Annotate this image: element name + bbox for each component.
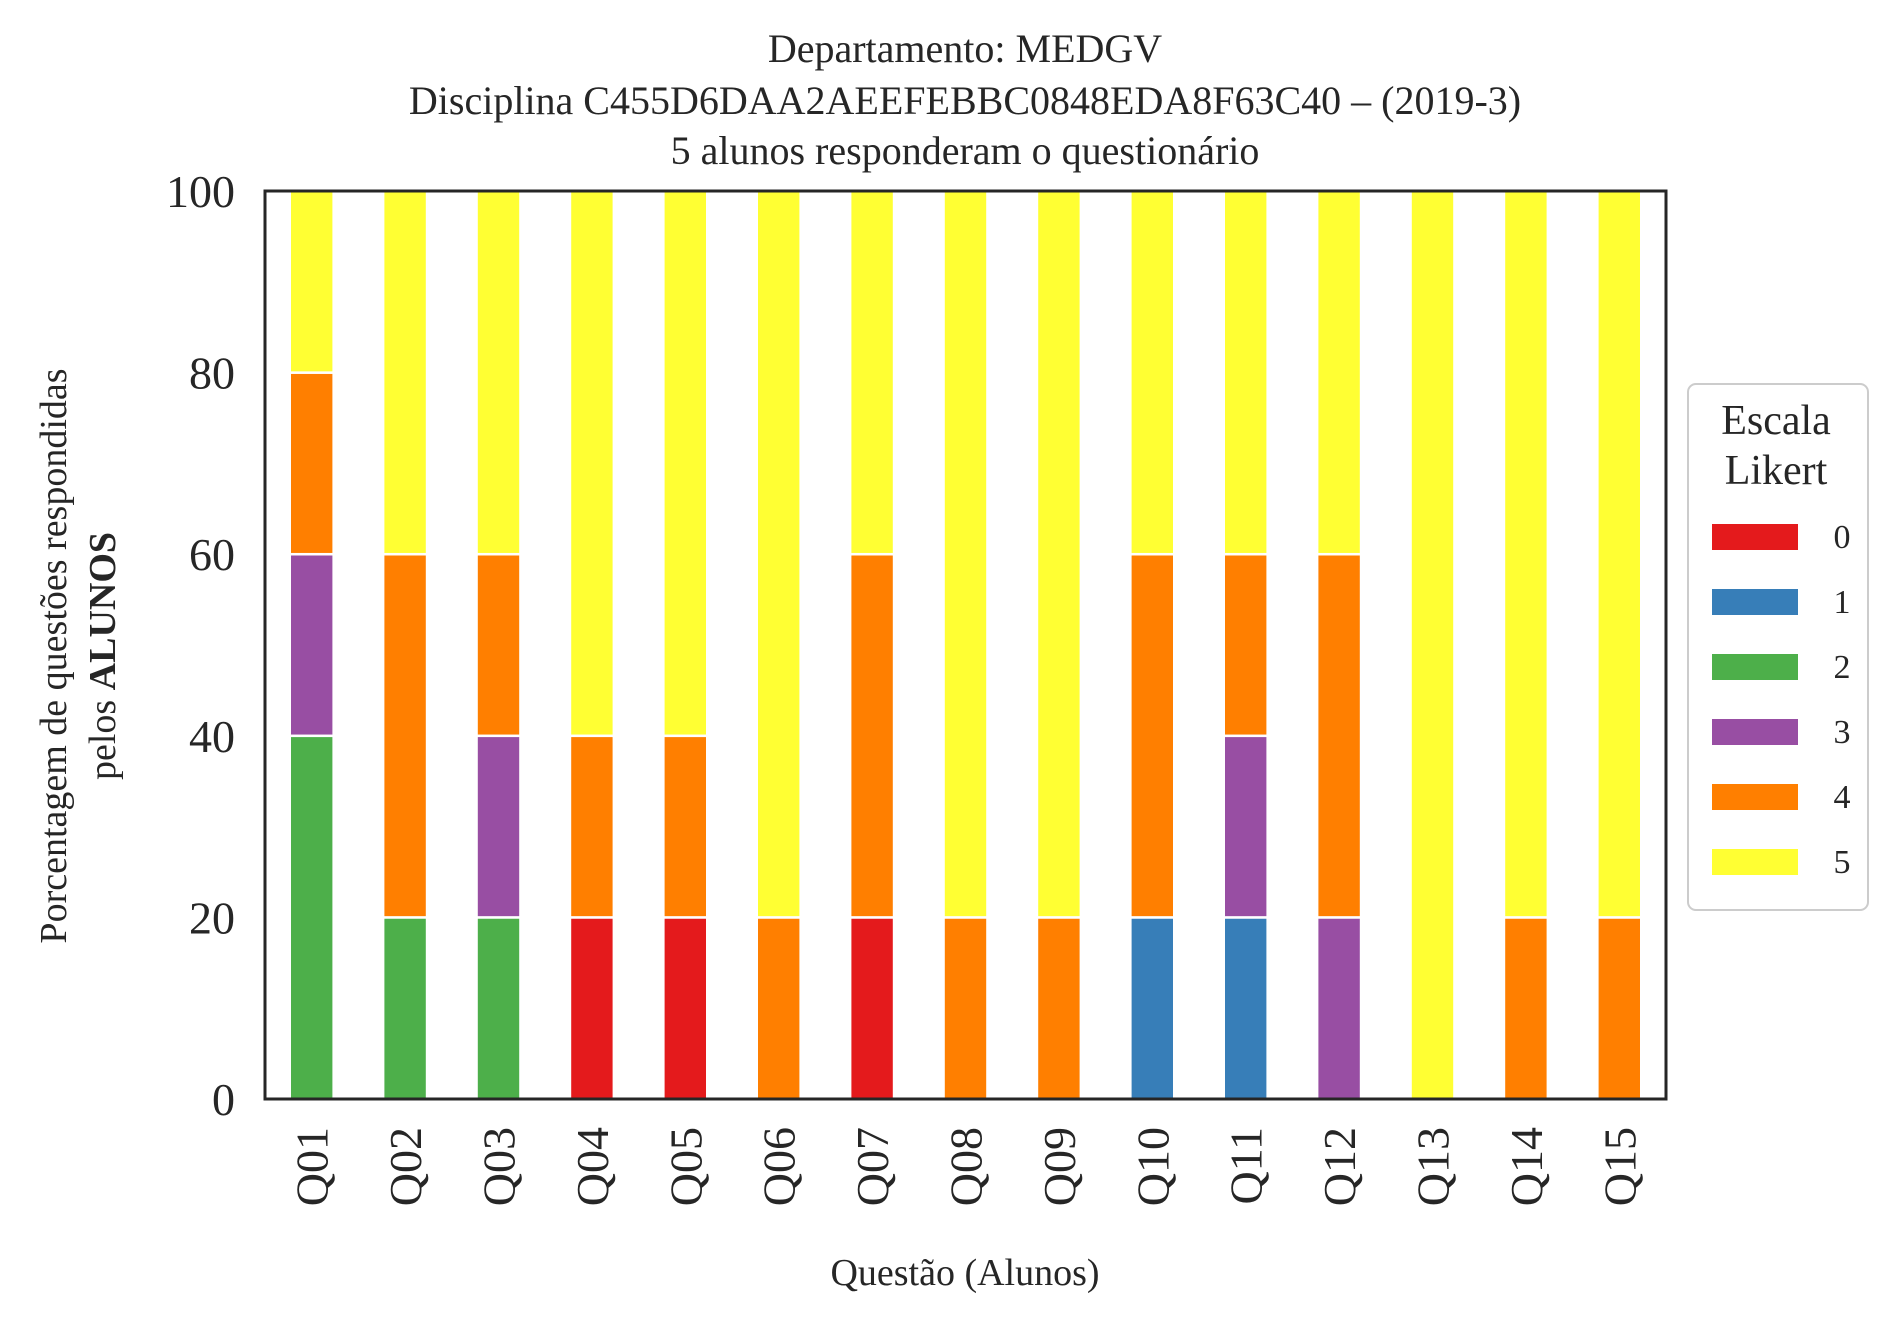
y-tick-label: 100: [166, 166, 235, 217]
y-axis-label-prefix: pelos: [82, 690, 124, 780]
x-ticks: Q01 Q02 Q03 Q04 Q05 Q06 Q07 Q08 Q09 Q10 Q11 Q12 Q13 Q…: [287, 1127, 1646, 1206]
bar-q11-level-3: [1222, 734, 1269, 919]
title-line-1: Departamento: MEDGV: [768, 26, 1162, 71]
x-tick-label: Q02: [380, 1127, 431, 1206]
bar-q15-level-5: [1596, 189, 1643, 919]
bar-q03-level-5: [475, 189, 522, 556]
legend: Escala Likert 0 1 2 3 4 5: [1687, 383, 1869, 911]
bar-q13-level-5: [1409, 189, 1456, 1101]
y-tick-label: 0: [212, 1074, 235, 1125]
bar-q05-level-4: [662, 734, 709, 919]
bar-q06-level-5: [755, 189, 802, 919]
bar-q01-level-4: [288, 371, 335, 556]
bar-q04-level-5: [568, 189, 616, 738]
bar-q04-level-4: [568, 734, 616, 919]
x-tick-label: Q05: [660, 1127, 711, 1206]
bar-q02-level-2: [381, 916, 429, 1101]
y-tick-label: 20: [189, 892, 235, 943]
bar-q05-level-5: [662, 189, 709, 738]
x-tick-label: Q12: [1314, 1127, 1365, 1206]
legend-swatch-1: [1712, 589, 1798, 615]
bar-q11-level-4: [1222, 552, 1269, 738]
bar-q14-level-5: [1502, 189, 1550, 919]
x-tick-label: Q06: [754, 1127, 805, 1206]
x-tick-label: Q11: [1221, 1127, 1272, 1205]
plot-frame: [263, 189, 1668, 1101]
x-tick-label: Q07: [847, 1127, 898, 1206]
legend-label-5: 5: [1834, 844, 1851, 881]
bar-q14-level-4: [1502, 916, 1550, 1101]
x-tick-label: Q08: [941, 1127, 992, 1206]
legend-title-line-1: Escala: [1721, 398, 1831, 444]
legend-label-1: 1: [1834, 584, 1851, 621]
bar-q03-level-2: [475, 916, 522, 1101]
legend-label-3: 3: [1834, 714, 1851, 751]
bar-q06-level-4: [755, 916, 802, 1101]
bar-q04-level-0: [568, 916, 616, 1101]
x-tick-label: Q15: [1594, 1127, 1645, 1206]
x-tick-label: Q04: [567, 1127, 618, 1206]
x-tick-label: Q10: [1127, 1127, 1178, 1206]
bar-q15-level-4: [1596, 916, 1643, 1101]
y-axis-label-line-2: pelos ALUNOS: [82, 532, 124, 780]
x-tick-label: Q09: [1034, 1127, 1085, 1206]
legend-label-2: 2: [1834, 649, 1851, 686]
legend-label-0: 0: [1834, 519, 1851, 556]
bar-q02-level-4: [381, 552, 429, 919]
legend-frame: [1687, 383, 1869, 911]
x-tick-label: Q03: [474, 1127, 525, 1206]
y-axis-label-bold: ALUNOS: [82, 532, 124, 690]
y-axis-label: Porcentagem de questões respondidas pelo…: [33, 368, 124, 943]
bar-q07-level-4: [848, 552, 896, 919]
bars-group: [288, 189, 1643, 1101]
y-tick-label: 80: [189, 348, 235, 399]
y-tick-label: 40: [189, 711, 235, 762]
x-tick-label: Q14: [1501, 1127, 1552, 1206]
y-ticks: 0 20 40 60 80 100: [166, 166, 235, 1125]
bar-q10-level-5: [1129, 189, 1176, 556]
bar-q08-level-5: [942, 189, 989, 919]
bar-q12-level-5: [1315, 189, 1363, 556]
legend-swatch-0: [1712, 524, 1798, 550]
bar-q11-level-5: [1222, 189, 1269, 556]
bar-q07-level-5: [848, 189, 896, 556]
bar-q02-level-5: [381, 189, 429, 556]
legend-label-4: 4: [1834, 779, 1851, 816]
x-tick-label: Q13: [1408, 1127, 1459, 1206]
legend-swatch-2: [1712, 654, 1798, 680]
x-axis-label: Questão (Alunos): [830, 1252, 1099, 1294]
bar-q09-level-5: [1035, 189, 1083, 919]
legend-items: 0 1 2 3 4 5: [1712, 519, 1851, 881]
bar-q12-level-4: [1315, 552, 1363, 919]
y-axis-label-line-1: Porcentagem de questões respondidas: [33, 368, 75, 943]
bar-q03-level-4: [475, 552, 522, 738]
bar-q12-level-3: [1315, 916, 1363, 1101]
bar-q10-level-1: [1129, 916, 1176, 1101]
title-line-3: 5 alunos responderam o questionário: [671, 128, 1260, 173]
bar-q01-level-5: [288, 189, 335, 374]
y-tick-label: 60: [189, 529, 235, 580]
legend-swatch-4: [1712, 784, 1798, 810]
bar-q10-level-4: [1129, 552, 1176, 919]
bar-q01-level-3: [288, 552, 335, 738]
legend-swatch-3: [1712, 719, 1798, 745]
bar-q03-level-3: [475, 734, 522, 919]
title-line-2: Disciplina C455D6DAA2AEEFEBBC0848EDA8F63…: [409, 78, 1521, 123]
legend-title-line-2: Likert: [1725, 448, 1828, 494]
bar-q05-level-0: [662, 916, 709, 1101]
bar-q01-level-2: [288, 734, 335, 1101]
bar-q09-level-4: [1035, 916, 1083, 1101]
chart-title: Departamento: MEDGV Disciplina C455D6DAA…: [409, 26, 1521, 173]
legend-swatch-5: [1712, 849, 1798, 875]
x-tick-label: Q01: [287, 1127, 338, 1206]
bar-q08-level-4: [942, 916, 989, 1101]
bar-q07-level-0: [848, 916, 896, 1101]
bar-q11-level-1: [1222, 916, 1269, 1101]
